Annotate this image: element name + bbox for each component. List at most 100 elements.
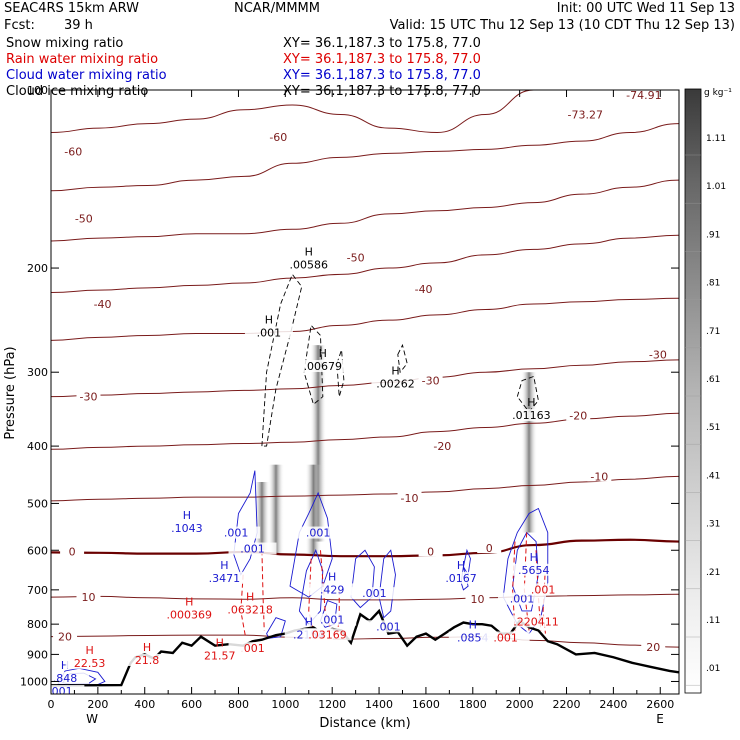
snow-max-value: .01163: [512, 409, 551, 422]
isotherm-label-bg: [411, 282, 436, 295]
cloud-water-max-value: .001: [240, 543, 265, 556]
field-xy: XY= 36.1,187.3 to 175.8, 77.0: [283, 68, 481, 83]
isotherm: [51, 475, 679, 502]
isotherm-label: -30: [80, 391, 98, 404]
colorbar-label: .01: [706, 664, 720, 674]
isotherm-label-bg: [53, 629, 78, 642]
snow-max-h-mark: H: [265, 313, 273, 326]
y-tick-label: 300: [27, 366, 48, 379]
isotherm-label: -10: [401, 492, 419, 505]
y-tick-label: 800: [27, 618, 48, 631]
isotherm: [51, 593, 679, 601]
isotherm-label-bg: [90, 296, 115, 309]
rain-max-label-bg: [195, 649, 244, 662]
snow-max-value: .00262: [376, 377, 415, 390]
rain-max-value: .001: [493, 631, 518, 644]
cloud-ice-plume: [305, 464, 322, 555]
isotherm-label: 10: [81, 591, 95, 604]
y-tick-label: 700: [27, 584, 48, 597]
snow-max-label-bg: [507, 409, 556, 422]
rain-max-h-mark: H: [185, 596, 193, 609]
rain-max-value: .063218: [227, 603, 273, 616]
isotherm-label-bg: [76, 389, 101, 402]
colorbar-label: 1.11: [706, 134, 726, 144]
cloud-water-max-label-bg: [308, 613, 357, 626]
field-xy: XY= 36.1,187.3 to 175.8, 77.0: [283, 52, 481, 67]
rain-max-value: .000369: [167, 609, 213, 622]
cloud-water-max-h-mark: H: [530, 551, 538, 564]
colorbar-label: .11: [706, 616, 720, 626]
x-tick-label: 200: [87, 698, 108, 711]
rain-max-value: 21.8: [135, 654, 160, 667]
rain-max-label-bg: [303, 628, 352, 641]
snow-contour: [336, 349, 345, 397]
x-tick-label: 1600: [412, 698, 440, 711]
cloud-water-max-label-bg: [228, 542, 277, 555]
isotherm-label-bg: [587, 469, 612, 482]
isotherm-label: -60: [269, 131, 287, 144]
cloud-water-contour: [378, 549, 396, 619]
isotherm-label: -40: [415, 283, 433, 296]
isotherm-label-bg: [71, 211, 96, 224]
isotherm-label: -60: [64, 145, 82, 158]
rain-max-label-bg: [512, 615, 561, 628]
init-time: Init: 00 UTC Wed 11 Sep 13: [557, 1, 735, 16]
colorbar-label: .71: [706, 327, 720, 337]
rain-max-label-bg: [519, 583, 568, 596]
isotherm-label-bg: [418, 544, 443, 557]
isotherm-label: -20: [433, 440, 451, 453]
isotherm: [51, 179, 679, 242]
cloud-ice-shading: [253, 345, 538, 555]
x-axis-title: Distance (km): [319, 716, 410, 731]
isotherm-label-bg: [397, 491, 422, 504]
y-tick-label-top: 100: [27, 84, 48, 97]
fcst-label: Fcst:: [4, 18, 35, 33]
isotherm-label: -10: [590, 470, 608, 483]
header: SEAC4RS 15km ARW NCAR/MMMM Init: 00 UTC …: [4, 1, 735, 99]
temperature-labels: -60 -60 -50 -50 -40 -40 -30 -30 -30 -20 -20 -10 -10 0…: [53, 129, 670, 654]
cloud-water-max-label-bg: [51, 685, 85, 694]
rain-max-label-bg: [165, 608, 214, 621]
field-xy: XY= 36.1,187.3 to 175.8, 77.0: [283, 36, 481, 51]
colorbar-label: .61: [706, 375, 720, 385]
rain-contour: [319, 550, 333, 634]
cloud-water-max-h-mark: H: [469, 618, 477, 631]
isotherm-label-bg: [566, 408, 591, 421]
isotherm-label: 20: [646, 641, 660, 654]
x-tick-label: 1800: [459, 698, 487, 711]
colorbar-label: .91: [706, 230, 720, 240]
cloud-water-max-value: .5654: [518, 564, 550, 577]
y-tick-label: 400: [27, 440, 48, 453]
x-tick-label: 600: [181, 698, 202, 711]
isotherm: [51, 538, 679, 558]
y-tick-label: 200: [27, 262, 48, 275]
cloud-water-max-h-mark: H: [61, 659, 69, 672]
cloud-water-max-value: .001: [362, 587, 387, 600]
isotherm: [51, 123, 679, 192]
rain-max-label-bg: [481, 631, 530, 644]
rain-max-label-bg: [123, 653, 172, 666]
snow-max-value: .001: [257, 326, 282, 339]
x-tick-label: 2600: [646, 698, 674, 711]
rain-max-h-mark: H: [86, 644, 94, 657]
cloud-water-max-label-bg: [200, 571, 249, 584]
temperature-contours: [51, 90, 679, 648]
isotherm-label: -40: [94, 298, 112, 311]
isotherm-label-bg: [343, 250, 368, 263]
cloud-water-max-label-bg: [212, 526, 261, 539]
cloud-ice-plume: [267, 464, 284, 555]
x-tick-label: 800: [228, 698, 249, 711]
rain-max-label-bg: [226, 603, 275, 616]
isotherm-label: 20: [58, 631, 72, 644]
colorbar-label: .21: [706, 568, 720, 578]
cloud-water-contour: [350, 549, 375, 609]
x-end-label-east: E: [656, 712, 664, 726]
tropopause-min-label: -74.91: [626, 89, 661, 102]
y-axis-title: Pressure (hPa): [3, 346, 18, 439]
snow-max-label-bg: [244, 326, 293, 339]
cloud-water-contour: [233, 470, 258, 576]
snow-max-value: .00679: [304, 360, 343, 373]
rain-max-value: .001: [531, 583, 556, 596]
colorbar-scale: [684, 88, 702, 694]
